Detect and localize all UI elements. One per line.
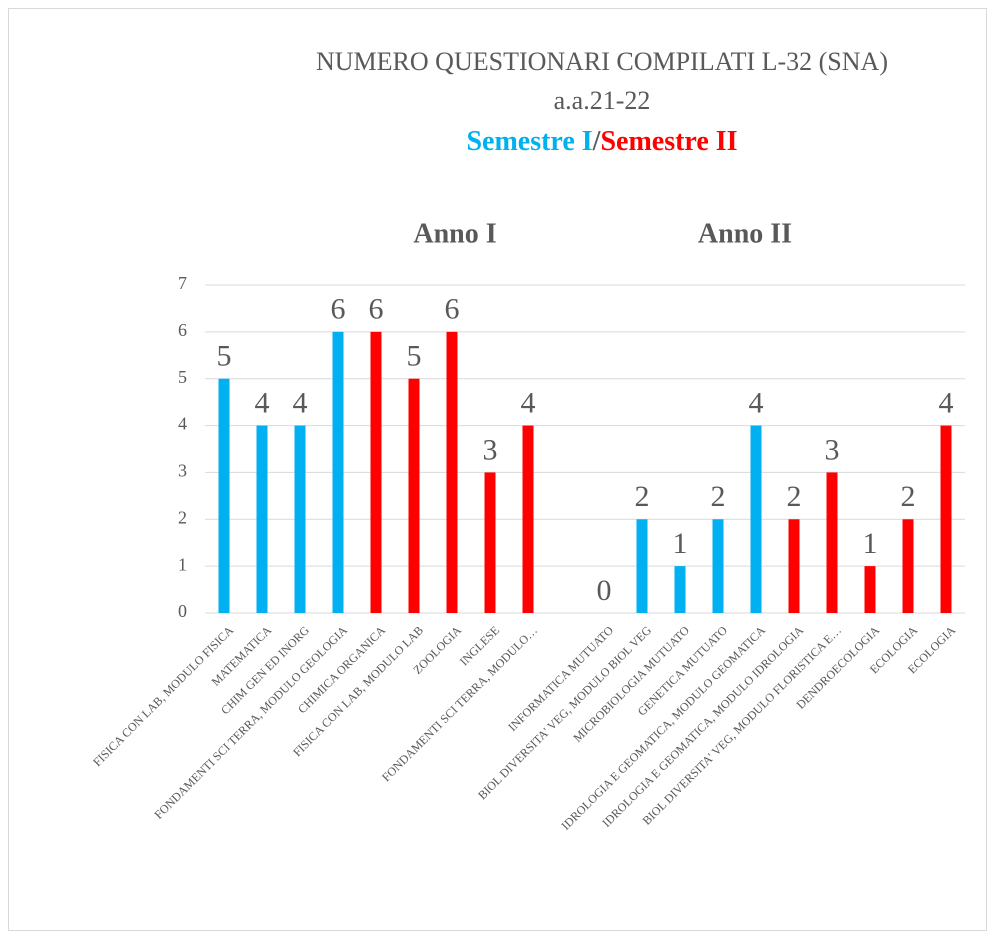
legend-entry: Semestre I <box>466 126 592 157</box>
value-label: 3 <box>483 433 498 466</box>
bar <box>826 472 838 613</box>
legend-entry: Semestre II <box>600 126 737 157</box>
bar <box>636 519 648 613</box>
y-tick-label: 7 <box>178 273 187 293</box>
bar <box>294 425 306 613</box>
value-label: 4 <box>749 386 764 419</box>
y-tick-label: 2 <box>178 507 187 527</box>
chart-subtitle: a.a.21-22 <box>554 86 651 115</box>
chart-title: NUMERO QUESTIONARI COMPILATI L-32 (SNA) <box>316 47 888 76</box>
bar <box>218 378 230 613</box>
y-tick-label: 3 <box>178 461 187 481</box>
bar <box>522 425 534 613</box>
value-label: 1 <box>863 527 878 560</box>
bar <box>750 425 762 613</box>
value-label: 2 <box>635 480 650 513</box>
bar <box>256 425 268 613</box>
chart-frame <box>8 8 987 931</box>
legend-entry: / <box>592 126 602 157</box>
legend: Semestre I/Semestre II <box>466 126 737 157</box>
bar <box>484 472 496 613</box>
bar <box>864 566 876 613</box>
bar <box>408 378 420 613</box>
value-label: 6 <box>331 293 346 326</box>
value-label: 3 <box>825 433 840 466</box>
bar <box>940 425 952 613</box>
bar <box>446 331 458 613</box>
value-label: 1 <box>673 527 688 560</box>
bar <box>370 331 382 613</box>
value-label: 6 <box>369 293 384 326</box>
bar <box>788 519 800 613</box>
bar <box>902 519 914 613</box>
value-label: 4 <box>521 386 536 419</box>
value-label: 4 <box>293 386 308 419</box>
value-label: 4 <box>255 386 270 419</box>
y-tick-label: 0 <box>178 601 187 621</box>
value-label: 2 <box>711 480 726 513</box>
value-label: 2 <box>901 480 916 513</box>
bar <box>712 519 724 613</box>
value-label: 0 <box>597 574 612 607</box>
bar <box>674 566 686 613</box>
value-label: 5 <box>217 340 232 373</box>
y-tick-label: 5 <box>178 367 187 387</box>
y-tick-label: 4 <box>178 414 187 434</box>
value-label: 5 <box>407 340 422 373</box>
value-label: 6 <box>445 293 460 326</box>
y-tick-label: 1 <box>178 554 187 574</box>
annotation: Anno I <box>413 218 496 249</box>
value-label: 2 <box>787 480 802 513</box>
bar <box>332 331 344 613</box>
y-tick-label: 6 <box>178 320 187 340</box>
value-label: 4 <box>939 386 954 419</box>
annotation: Anno II <box>698 218 792 249</box>
